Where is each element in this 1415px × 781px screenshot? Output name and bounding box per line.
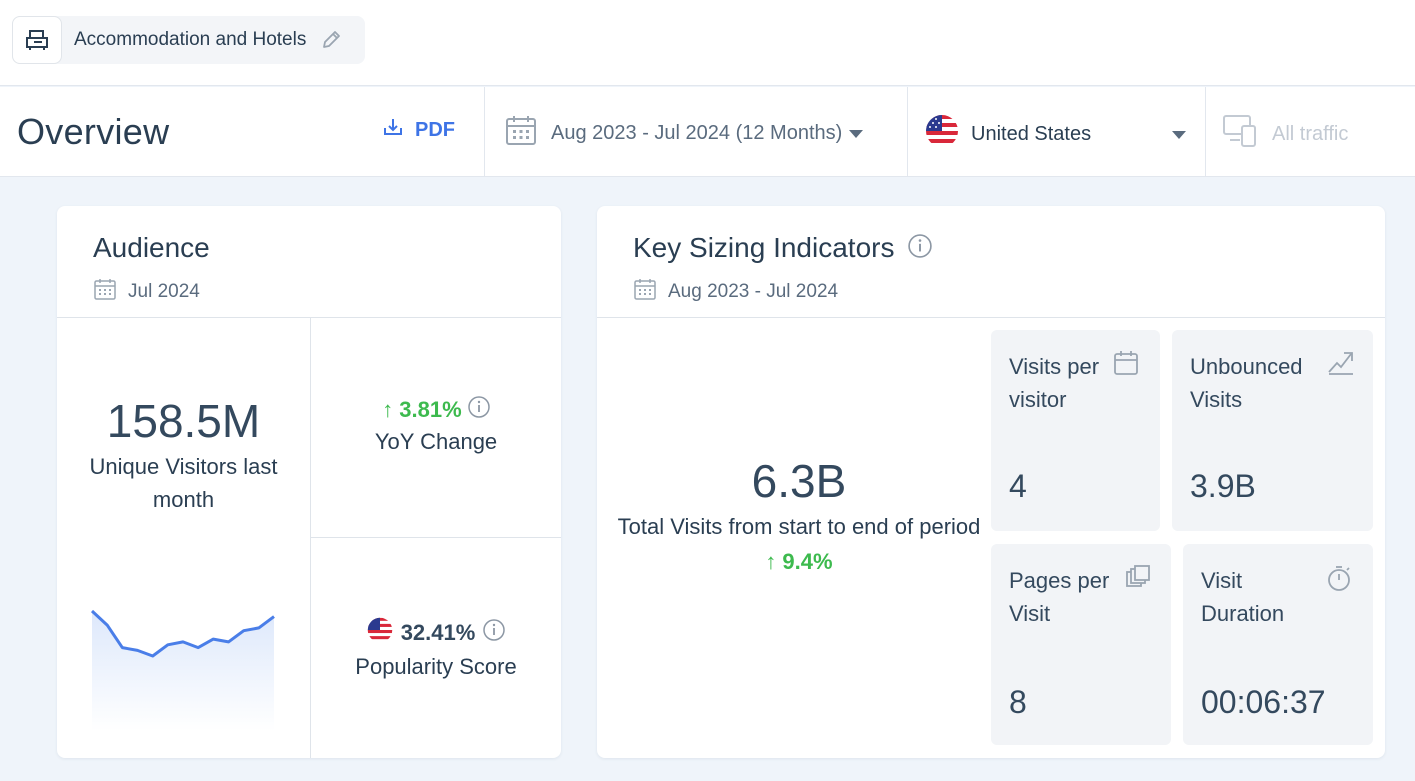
ksi-date: Aug 2023 - Jul 2024	[634, 278, 838, 306]
hotel-icon	[12, 16, 62, 64]
us-flag-icon	[367, 617, 393, 648]
popularity-value: 32.41%	[400, 619, 476, 645]
calendar-icon	[1113, 350, 1139, 381]
tile-label: Visits per visitor	[1009, 354, 1100, 412]
audience-card: Audience Jul 2024 158.5M Unique Visitors…	[57, 206, 561, 758]
ksi-date-label: Aug 2023 - Jul 2024	[668, 281, 839, 302]
pencil-icon[interactable]	[320, 29, 342, 51]
trend-line	[90, 609, 275, 658]
trend-up-icon	[1327, 350, 1355, 381]
calendar-icon	[634, 278, 656, 306]
unique-visitors-value: 158.5M	[106, 395, 261, 447]
chevron-down-icon	[848, 122, 864, 145]
overview-header: Overview PDF Aug 2023 - Jul 2024 (12 Mon…	[0, 87, 1415, 177]
unique-visitors-caption: Unique Visitors last month	[89, 454, 278, 512]
pdf-label: PDF	[415, 118, 455, 141]
total-visits-block: 6.3B Total Visits from start to end of p…	[617, 454, 981, 575]
country-label: United States	[971, 122, 1092, 145]
divider	[311, 537, 561, 538]
tile-label: Unbounced Visits	[1190, 354, 1303, 412]
header-divider	[1205, 87, 1206, 177]
traffic-label: All traffic	[1272, 122, 1349, 145]
tile-value: 8	[1009, 684, 1027, 720]
country-selector[interactable]: United States	[925, 114, 1187, 154]
audience-date-label: Jul 2024	[128, 281, 200, 302]
info-icon[interactable]	[467, 396, 490, 423]
download-icon	[383, 117, 403, 143]
category-chip[interactable]: Accommodation and Hotels	[12, 16, 365, 64]
visit-duration-tile: Visit Duration 00:06:37	[1183, 544, 1373, 745]
popularity-block: 32.41% Popularity Score	[311, 617, 561, 683]
calendar-icon	[94, 278, 116, 306]
ksi-card: Key Sizing Indicators Aug 2023 - Jul 202…	[597, 206, 1385, 758]
header-divider	[907, 87, 908, 177]
us-flag-icon	[925, 114, 959, 154]
calendar-icon	[505, 114, 537, 152]
unique-visitors-block: 158.5M Unique Visitors last month	[57, 394, 310, 516]
stopwatch-icon	[1325, 564, 1353, 597]
pages-icon	[1125, 564, 1151, 595]
devices-icon	[1222, 114, 1258, 154]
total-visits-change: 9.4%	[782, 549, 833, 574]
popularity-label: Popularity Score	[355, 654, 517, 679]
tile-value: 3.9B	[1190, 468, 1256, 504]
yoy-block: ↑ 3.81% YoY Change	[311, 396, 561, 458]
divider	[57, 317, 561, 318]
pages-per-visit-tile: Pages per Visit 8	[991, 544, 1171, 745]
ksi-title: Key Sizing Indicators	[633, 232, 895, 263]
date-range-selector[interactable]: Aug 2023 - Jul 2024 (12 Months)	[505, 114, 864, 152]
chevron-down-icon	[1171, 123, 1187, 146]
tile-value: 4	[1009, 468, 1027, 504]
yoy-value: 3.81%	[399, 396, 462, 422]
tile-label: Visit Duration	[1201, 568, 1285, 626]
audience-date: Jul 2024	[94, 278, 200, 306]
info-icon[interactable]	[483, 619, 506, 646]
traffic-selector[interactable]: All traffic	[1222, 114, 1348, 154]
total-visits-caption: Total Visits from start to end of period	[617, 514, 981, 539]
ksi-title-row: Key Sizing Indicators	[633, 232, 933, 264]
divider	[597, 317, 1385, 318]
category-label: Accommodation and Hotels	[74, 29, 307, 50]
audience-title: Audience	[93, 232, 210, 263]
tile-value: 00:06:37	[1201, 684, 1326, 720]
arrow-up-icon: ↑	[765, 549, 777, 574]
arrow-up-icon: ↑	[382, 396, 394, 422]
info-icon[interactable]	[908, 233, 933, 263]
tile-label: Pages per Visit	[1009, 568, 1110, 626]
category-bar: Accommodation and Hotels	[0, 0, 1415, 86]
yoy-label: YoY Change	[374, 429, 498, 454]
trend-sparkline	[90, 609, 275, 731]
trend-area	[92, 611, 274, 731]
visits-per-visitor-tile: Visits per visitor 4	[991, 330, 1160, 531]
unbounced-visits-tile: Unbounced Visits 3.9B	[1172, 330, 1373, 531]
pdf-download-button[interactable]: PDF	[383, 117, 455, 143]
header-divider	[484, 87, 485, 177]
divider	[310, 318, 311, 758]
date-range-label: Aug 2023 - Jul 2024 (12 Months)	[551, 121, 843, 144]
total-visits-value: 6.3B	[751, 455, 847, 507]
page-title: Overview	[17, 111, 170, 152]
